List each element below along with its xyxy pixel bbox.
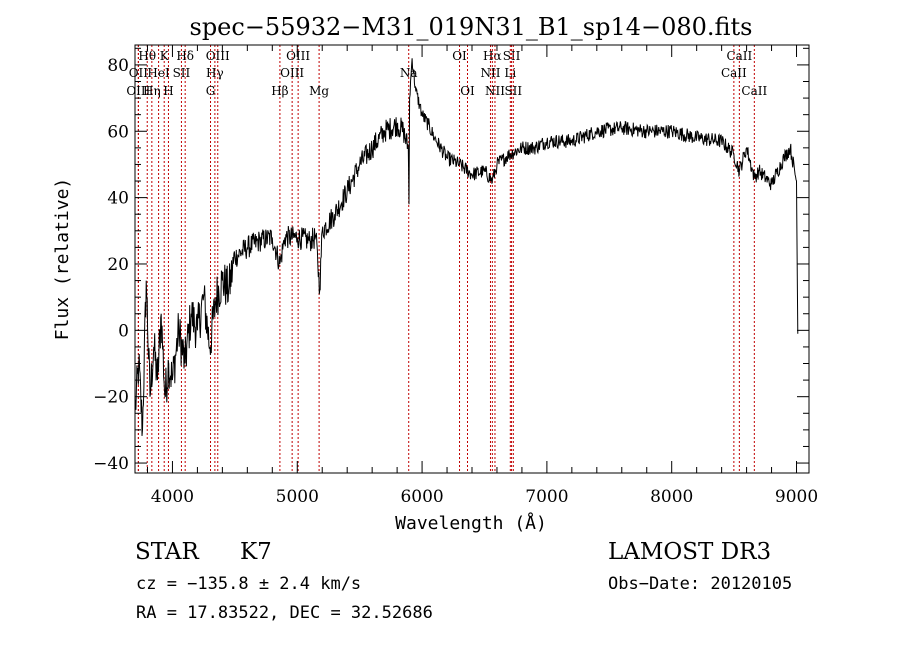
y-tick-label: 60 bbox=[107, 122, 129, 142]
line-marker-label: OIII bbox=[206, 49, 230, 63]
line-marker-label: Hδ bbox=[176, 49, 194, 63]
line-marker-label: NII bbox=[485, 84, 505, 98]
line-marker-label: OI bbox=[452, 49, 467, 63]
line-marker-label: Hγ bbox=[206, 66, 224, 80]
redshift-cz: cz = −135.8 ± 2.4 km/s bbox=[136, 574, 362, 594]
line-marker-label: OIII bbox=[280, 66, 304, 80]
line-marker-label: OI bbox=[460, 84, 475, 98]
line-marker-label: Hβ bbox=[271, 84, 288, 98]
y-axis-label: Flux (relative) bbox=[52, 178, 73, 341]
line-marker-label: Hθ bbox=[138, 49, 156, 63]
line-marker-label: HeI bbox=[147, 66, 170, 80]
line-marker-label: Hα bbox=[483, 49, 502, 63]
x-axis-label: Wavelength (Å) bbox=[395, 512, 547, 534]
series-layer bbox=[134, 58, 799, 436]
line-marker-label: H bbox=[163, 84, 173, 98]
line-marker-label: SII bbox=[173, 66, 191, 80]
coordinates: RA = 17.83522, DEC = 32.52686 bbox=[136, 603, 433, 623]
x-tick-label: 8000 bbox=[650, 487, 693, 507]
x-tick-label: 5000 bbox=[276, 487, 319, 507]
line-marker-label: NII bbox=[480, 66, 500, 80]
line-marker-label: SII bbox=[503, 49, 521, 63]
object-subclass: K7 bbox=[240, 539, 272, 565]
x-tick-label: 7000 bbox=[525, 487, 568, 507]
line-marker-label: Hη bbox=[143, 84, 161, 98]
x-tick-label: 4000 bbox=[151, 487, 194, 507]
y-tick-label: 40 bbox=[107, 189, 129, 209]
line-marker-label: K bbox=[160, 49, 170, 63]
chart-title: spec−55932−M31_019N31_B1_sp14−080.fits bbox=[190, 13, 753, 41]
axes-layer: 4000 5000 6000 7000 8000 9000 −40 −20 0 20 40 60 80 bbox=[93, 45, 818, 507]
series-line bbox=[134, 58, 799, 436]
y-tick-label: −20 bbox=[93, 388, 129, 408]
y-tick-label: 20 bbox=[107, 255, 129, 275]
line-marker-label: G bbox=[206, 84, 216, 98]
line-marker-label: CaII bbox=[726, 49, 752, 63]
y-tick-label: −40 bbox=[93, 454, 129, 474]
y-tick-label: 0 bbox=[118, 321, 129, 341]
line-marker-label: Mg bbox=[309, 84, 329, 98]
y-tick-label: 80 bbox=[107, 56, 129, 76]
object-class: STAR bbox=[135, 539, 199, 565]
line-marker-label: OIII bbox=[126, 84, 150, 98]
line-marker-label: CaII bbox=[721, 66, 747, 80]
x-tick-label: 6000 bbox=[400, 487, 443, 507]
survey-name: LAMOST DR3 bbox=[608, 539, 772, 565]
x-tick-label: 9000 bbox=[775, 487, 818, 507]
line-marker-label: CaII bbox=[741, 84, 767, 98]
line-marker-label: Li bbox=[504, 66, 516, 80]
line-marker-label: OIII bbox=[286, 49, 310, 63]
observation-date: Obs−Date: 20120105 bbox=[608, 574, 793, 594]
line-marker-label: Na bbox=[400, 66, 418, 80]
line-marker-label: SII bbox=[504, 84, 522, 98]
